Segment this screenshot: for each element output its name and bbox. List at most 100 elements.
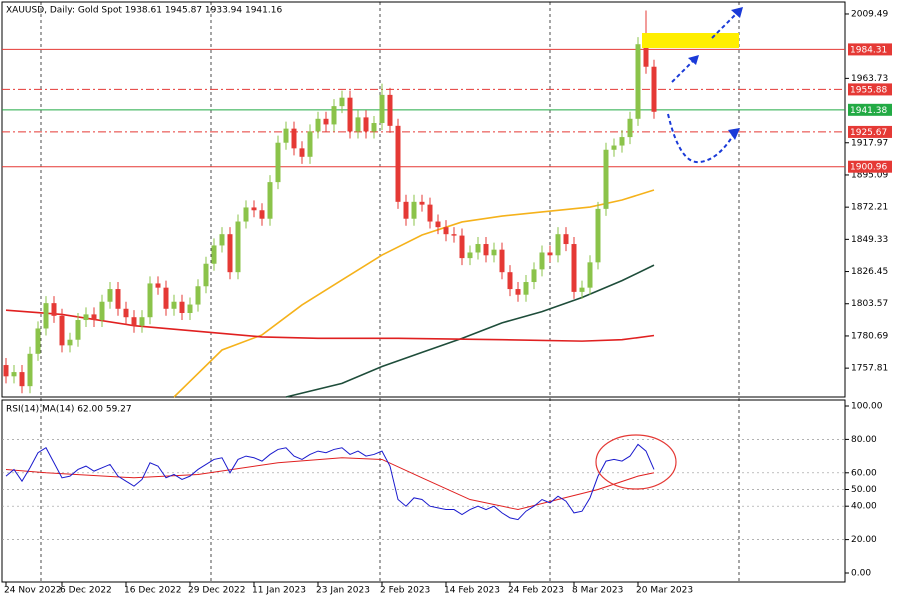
- y-tick-label: 1895.09: [851, 170, 888, 180]
- candle-body: [331, 106, 337, 125]
- moving-average: [173, 189, 655, 398]
- arrow: [667, 113, 735, 164]
- rsi-tick-label: 20.00: [851, 535, 877, 545]
- arrow-head: [728, 128, 740, 140]
- x-tick-label: 24 Nov 2022: [4, 586, 62, 596]
- candle-body: [435, 221, 441, 228]
- level-label: 1925.67: [850, 128, 887, 138]
- x-tick-label: 2 Feb 2023: [380, 586, 430, 596]
- level-label: 1941.38: [850, 106, 887, 116]
- candle-body: [387, 94, 393, 126]
- candle-body: [59, 315, 65, 346]
- candle-body: [515, 289, 521, 295]
- candle-body: [35, 328, 41, 354]
- level-tag: [848, 125, 892, 138]
- candle-body: [651, 66, 657, 112]
- candle-body: [403, 201, 409, 219]
- candle-body: [211, 245, 217, 264]
- arrow-head: [688, 55, 699, 65]
- level-tag: [848, 83, 892, 96]
- candle-body: [547, 252, 553, 256]
- candle-body: [131, 317, 137, 326]
- rsi-tick-label: 60.00: [851, 468, 877, 478]
- candle-body: [491, 249, 497, 256]
- candle-body: [627, 118, 633, 138]
- candle-body: [163, 287, 169, 309]
- candle-body: [587, 262, 593, 288]
- candle-body: [443, 227, 449, 235]
- level-label: 1984.31: [850, 45, 887, 55]
- candle-body: [363, 117, 369, 132]
- arrow-head: [731, 7, 743, 18]
- candle-body: [355, 117, 361, 132]
- candle-body: [75, 320, 81, 340]
- candle-body: [347, 97, 353, 132]
- rsi-label: RSI(14) MA(14) 62.00 59.27: [6, 405, 132, 415]
- candle-body: [419, 201, 425, 205]
- candle-body: [371, 123, 377, 132]
- y-tick-label: 1803.57: [851, 299, 888, 309]
- y-tick-label: 1757.81: [851, 364, 888, 374]
- candle-body: [395, 125, 401, 202]
- candle-body: [499, 249, 505, 273]
- candle-body: [171, 301, 177, 309]
- y-tick-label: 2009.49: [851, 9, 888, 19]
- rsi-line: [5, 443, 655, 521]
- plot: 2009.49 1963.73 1917.97 1895.09 1872.21 1849.…: [2, 9, 892, 596]
- arrow: [711, 11, 739, 39]
- candle-body: [339, 97, 345, 107]
- y-tick-label: 1963.73: [851, 74, 888, 84]
- candle-body: [595, 208, 601, 263]
- x-tick-label: 20 Mar 2023: [636, 586, 693, 596]
- x-tick-label: 8 Mar 2023: [572, 586, 623, 596]
- candle-body: [11, 372, 17, 377]
- candle-body: [67, 339, 73, 346]
- candle-body: [291, 128, 297, 149]
- rsi-tick-label: 0.00: [851, 569, 871, 579]
- candle-body: [115, 289, 121, 309]
- candle-body: [643, 44, 649, 67]
- candle-body: [227, 234, 233, 273]
- candle-body: [379, 94, 385, 124]
- candle-body: [179, 301, 185, 313]
- x-tick-label: 16 Dec 2022: [124, 586, 182, 596]
- highlight-ellipse: [595, 434, 677, 490]
- candle-body: [563, 234, 569, 245]
- target-zone: [642, 33, 739, 48]
- candle-body: [27, 353, 33, 387]
- candle-body: [427, 204, 433, 222]
- candle-body: [323, 118, 329, 125]
- y-tick-label: 1780.69: [851, 331, 888, 341]
- x-tick-label: 11 Jan 2023: [252, 586, 306, 596]
- moving-average: [5, 309, 655, 342]
- x-tick-label: 29 Dec 2022: [188, 586, 246, 596]
- candle-body: [243, 207, 249, 222]
- candle-body: [555, 234, 561, 256]
- rsi-panel: [1, 399, 846, 583]
- candle-body: [635, 44, 641, 119]
- candle-body: [147, 283, 153, 318]
- candle-body: [267, 182, 273, 219]
- candle-body: [235, 221, 241, 273]
- level-tag: [848, 160, 892, 173]
- candle-body: [307, 131, 313, 157]
- candle-body: [123, 308, 129, 318]
- candle-body: [83, 314, 89, 321]
- candle-body: [43, 303, 49, 329]
- y-tick-label: 1872.21: [851, 203, 888, 213]
- annotations: [595, 7, 743, 490]
- candle-body: [315, 118, 321, 132]
- rsi-tick-label: 50.00: [851, 485, 877, 495]
- candle-body: [475, 244, 481, 253]
- candle-body: [451, 234, 457, 236]
- level-label: 1900.96: [850, 163, 887, 173]
- level-tag: [848, 103, 892, 116]
- candle-body: [411, 201, 417, 219]
- candle-body: [531, 269, 537, 283]
- candle-body: [603, 149, 609, 209]
- x-tick-label: 6 Dec 2022: [60, 586, 112, 596]
- arrow: [671, 59, 695, 83]
- x-tick-label: 24 Feb 2023: [508, 586, 564, 596]
- y-tick-label: 1849.33: [851, 235, 888, 245]
